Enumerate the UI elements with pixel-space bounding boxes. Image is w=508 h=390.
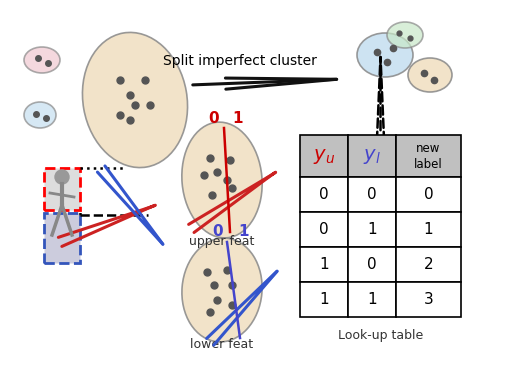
FancyBboxPatch shape [348, 247, 396, 282]
Text: 1: 1 [239, 224, 249, 239]
Text: 0: 0 [213, 224, 224, 239]
Ellipse shape [357, 33, 413, 77]
Text: 1: 1 [367, 292, 377, 307]
FancyBboxPatch shape [300, 177, 348, 212]
FancyBboxPatch shape [300, 247, 348, 282]
Ellipse shape [182, 238, 262, 342]
Text: 1: 1 [319, 292, 329, 307]
Text: 0: 0 [367, 187, 377, 202]
Text: $y_u$: $y_u$ [313, 147, 335, 165]
Text: 1: 1 [233, 111, 243, 126]
Ellipse shape [82, 32, 187, 168]
Ellipse shape [408, 58, 452, 92]
FancyBboxPatch shape [396, 247, 461, 282]
Circle shape [55, 170, 69, 184]
FancyBboxPatch shape [396, 282, 461, 317]
Ellipse shape [24, 47, 60, 73]
FancyBboxPatch shape [396, 135, 461, 177]
Ellipse shape [387, 22, 423, 48]
FancyBboxPatch shape [44, 168, 80, 210]
Text: new
label: new label [414, 142, 443, 170]
Text: Split imperfect cluster: Split imperfect cluster [163, 54, 317, 68]
Text: Look-up table: Look-up table [338, 329, 423, 342]
Text: 2: 2 [424, 257, 433, 272]
Ellipse shape [24, 102, 56, 128]
Text: 1: 1 [319, 257, 329, 272]
Text: 3: 3 [424, 292, 433, 307]
Text: 0: 0 [424, 187, 433, 202]
Text: $y_l$: $y_l$ [363, 147, 381, 165]
Text: 0: 0 [367, 257, 377, 272]
Text: 1: 1 [367, 222, 377, 237]
FancyBboxPatch shape [300, 135, 348, 177]
FancyBboxPatch shape [348, 177, 396, 212]
Text: 1: 1 [424, 222, 433, 237]
FancyBboxPatch shape [44, 213, 80, 263]
Text: lower feat: lower feat [190, 338, 253, 351]
Text: upper feat: upper feat [189, 235, 255, 248]
FancyBboxPatch shape [396, 212, 461, 247]
FancyBboxPatch shape [348, 282, 396, 317]
FancyBboxPatch shape [300, 282, 348, 317]
Text: 0: 0 [319, 222, 329, 237]
FancyBboxPatch shape [348, 135, 396, 177]
Text: 0: 0 [209, 111, 219, 126]
Text: 👤: 👤 [56, 179, 68, 199]
FancyBboxPatch shape [348, 212, 396, 247]
Text: 0: 0 [319, 187, 329, 202]
Ellipse shape [182, 122, 262, 238]
FancyBboxPatch shape [300, 212, 348, 247]
FancyBboxPatch shape [396, 177, 461, 212]
